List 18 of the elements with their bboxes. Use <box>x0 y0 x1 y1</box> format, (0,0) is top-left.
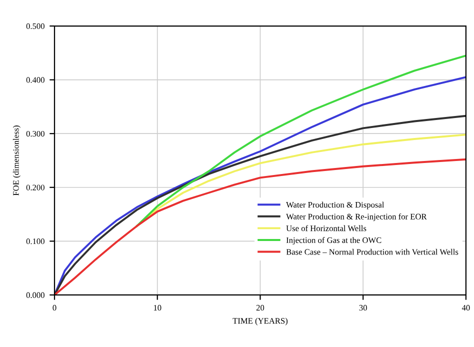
legend-label: Use of Horizontal Wells <box>286 225 366 232</box>
y-tick-label: 0.200 <box>26 184 44 190</box>
x-tick-label: 20 <box>256 304 264 311</box>
y-tick-label: 0.500 <box>26 23 44 30</box>
x-tick-label: 40 <box>462 304 470 311</box>
x-tick-label: 30 <box>359 304 367 311</box>
legend-label: Water Production & Re-injection for EOR <box>286 213 427 222</box>
legend-label: Base Case – Normal Production with Vertical Wells <box>286 248 458 255</box>
y-tick-label: 0.100 <box>26 238 44 244</box>
x-tick-label: 10 <box>154 304 162 311</box>
y-tick-label: 0.300 <box>26 130 44 137</box>
y-tick-label: 0.400 <box>26 77 44 83</box>
x-axis-title: TIME (YEARS) <box>232 318 288 326</box>
legend-label: Water Production & Disposal <box>286 202 384 210</box>
y-axis-title: FOE (dimensionless) <box>12 126 20 196</box>
x-tick-label: 0 <box>52 304 56 311</box>
y-tick-label: 0.000 <box>26 292 44 298</box>
legend-label: Injection of Gas at the OWC <box>286 237 382 245</box>
